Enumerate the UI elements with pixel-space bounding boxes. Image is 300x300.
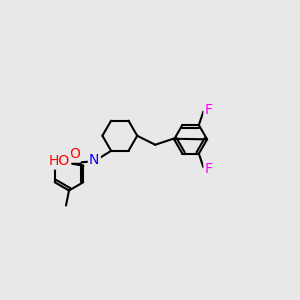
Text: F: F <box>205 162 213 176</box>
Text: HO: HO <box>49 154 70 168</box>
Text: O: O <box>69 147 80 161</box>
Text: N: N <box>89 153 100 167</box>
Text: F: F <box>205 103 213 117</box>
